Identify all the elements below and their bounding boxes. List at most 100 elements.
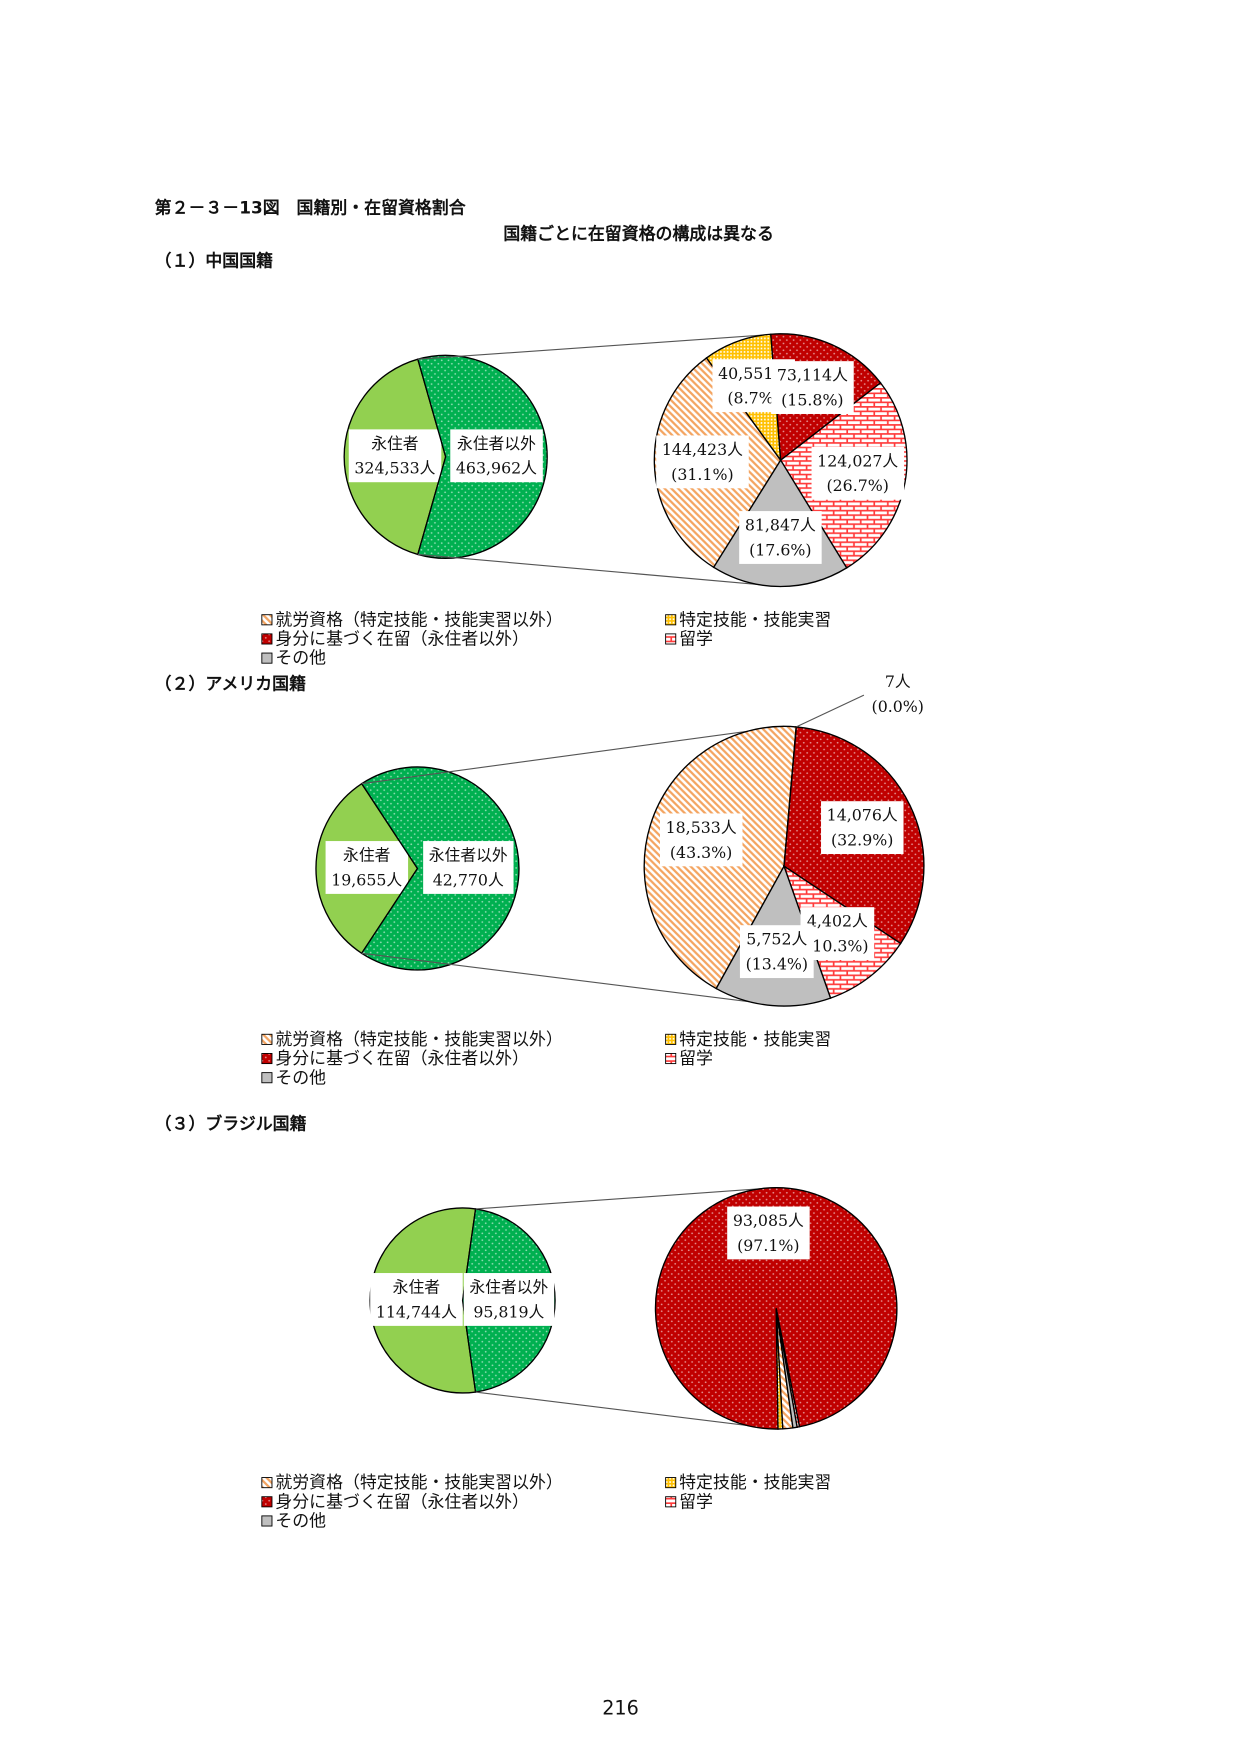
value-label: 7人	[885, 672, 911, 691]
value-label-group: 14,076人 (32.9%)	[821, 801, 904, 855]
legend-label: 就労資格（特定技能・技能実習以外）	[275, 1029, 562, 1049]
value-label-group: 7人 (0.0%)	[865, 667, 930, 721]
residence-label: 324,533人	[354, 459, 435, 478]
value-label: (26.7%)	[826, 476, 888, 495]
value-label: 144,423人	[662, 440, 743, 459]
value-label-group: 4,402人 (10.3%)	[800, 907, 875, 961]
legend-swatch	[665, 1477, 677, 1489]
legend-swatch	[665, 1496, 677, 1508]
residence-label: 95,819人	[473, 1302, 544, 1321]
value-label: (10.3%)	[806, 937, 868, 956]
value-label: (97.1%)	[737, 1236, 799, 1255]
legend-label: 留学	[679, 1491, 713, 1511]
value-label-box	[727, 1206, 810, 1260]
legend-label: 身分に基づく在留（永住者以外）	[275, 1491, 529, 1511]
legend-swatch	[261, 1053, 273, 1065]
value-label: (32.9%)	[831, 831, 893, 850]
value-label: 81,847人	[745, 516, 816, 535]
residence-label-box	[325, 841, 409, 894]
legend-swatch	[261, 1515, 273, 1527]
residence-label-box	[450, 429, 543, 483]
value-label-box	[656, 435, 749, 489]
legend-label: 特定技能・技能実習	[679, 1029, 831, 1049]
legend-swatch	[261, 1033, 273, 1045]
value-label: (15.8%)	[781, 390, 843, 409]
residence-label-group: 永住者 114,744人	[370, 1273, 463, 1326]
connector-line	[361, 952, 785, 1007]
value-label-box	[659, 813, 743, 867]
value-label-box	[771, 361, 854, 414]
value-label: (8.7%)	[727, 389, 779, 408]
connector-line	[361, 725, 785, 785]
residence-label: 永住者以外	[429, 846, 508, 865]
connector-line	[475, 1391, 777, 1430]
residence-label: 42,770人	[433, 870, 504, 889]
value-label: 18,533人	[666, 818, 737, 837]
legend-label: その他	[275, 1511, 326, 1531]
chart-heading: （３）ブラジル国籍	[155, 1114, 307, 1134]
figure-title: 第２－３－13図 国籍別・在留資格割合	[155, 198, 466, 218]
legend-label: 就労資格（特定技能・技能実習以外）	[275, 609, 562, 629]
legend-swatch	[261, 1496, 273, 1508]
residence-label: 永住者	[371, 434, 418, 453]
legend-swatch	[665, 1033, 677, 1045]
legend-swatch	[261, 633, 273, 645]
value-label-box	[865, 667, 930, 721]
value-label-group: 93,085人 (97.1%)	[727, 1206, 810, 1260]
residence-label-box	[348, 429, 442, 483]
legend-swatch	[665, 614, 677, 626]
residence-label: 114,744人	[376, 1302, 457, 1321]
connector-line	[417, 333, 781, 360]
value-label-box	[821, 801, 904, 855]
connector-line	[417, 553, 781, 588]
legend-swatch	[261, 614, 273, 626]
value-label: 5,752人	[746, 930, 807, 949]
legend-swatch	[261, 1072, 273, 1084]
value-label: (13.4%)	[746, 955, 808, 974]
residence-label: 永住者	[393, 1278, 440, 1297]
residence-label-box	[370, 1273, 463, 1326]
residence-label: 463,962人	[456, 459, 537, 478]
legend-label: 身分に基づく在留（永住者以外）	[275, 1048, 529, 1068]
legend-label: 特定技能・技能実習	[679, 609, 831, 629]
page-number: 216	[602, 1696, 639, 1719]
chart-heading: （２）アメリカ国籍	[155, 674, 306, 694]
connector-line	[475, 1187, 777, 1210]
pie-slice	[775, 1308, 798, 1429]
legend-swatch	[261, 1477, 273, 1489]
residence-label-box	[423, 841, 514, 894]
residence-label-group: 永住者以外 42,770人	[423, 841, 514, 894]
value-label-group: 73,114人 (15.8%)	[771, 361, 854, 414]
figure-subtitle: 国籍ごとに在留資格の構成は異なる	[503, 224, 774, 244]
value-label: 73,114人	[777, 366, 848, 385]
value-label-box	[739, 511, 822, 564]
value-label-group: 18,533人 (43.3%)	[659, 813, 743, 867]
value-label: (0.0%)	[872, 697, 924, 716]
legend-label: 留学	[679, 1048, 713, 1068]
residence-label-group: 永住者 324,533人	[348, 429, 442, 483]
chart-heading: （１）中国国籍	[155, 251, 273, 271]
value-label-group: 81,847人 (17.6%)	[739, 511, 822, 564]
legend-swatch	[665, 1053, 677, 1065]
value-label: 4,402人	[807, 912, 868, 931]
legend-label: 留学	[679, 629, 713, 649]
residence-label-group: 永住者以外 95,819人	[463, 1273, 555, 1326]
value-label: 124,027人	[817, 451, 898, 470]
value-label-group: 144,423人 (31.1%)	[656, 435, 749, 489]
residence-label: 永住者以外	[457, 434, 536, 453]
value-label-box	[739, 925, 814, 979]
residence-label-box	[463, 1273, 555, 1326]
value-label-group: 124,027人 (26.7%)	[811, 446, 905, 500]
value-label: 93,085人	[733, 1211, 804, 1230]
residence-label: 永住者	[343, 846, 390, 865]
legend-label: 特定技能・技能実習	[679, 1472, 831, 1492]
value-label: (43.3%)	[670, 843, 732, 862]
legend-swatch	[665, 633, 677, 645]
value-label: 14,076人	[827, 806, 898, 825]
residence-label-group: 永住者 19,655人	[325, 841, 409, 894]
residence-label: 19,655人	[331, 870, 402, 889]
value-label: (17.6%)	[749, 540, 811, 559]
value-label-box	[811, 446, 905, 500]
legend-label: 身分に基づく在留（永住者以外）	[275, 629, 529, 649]
